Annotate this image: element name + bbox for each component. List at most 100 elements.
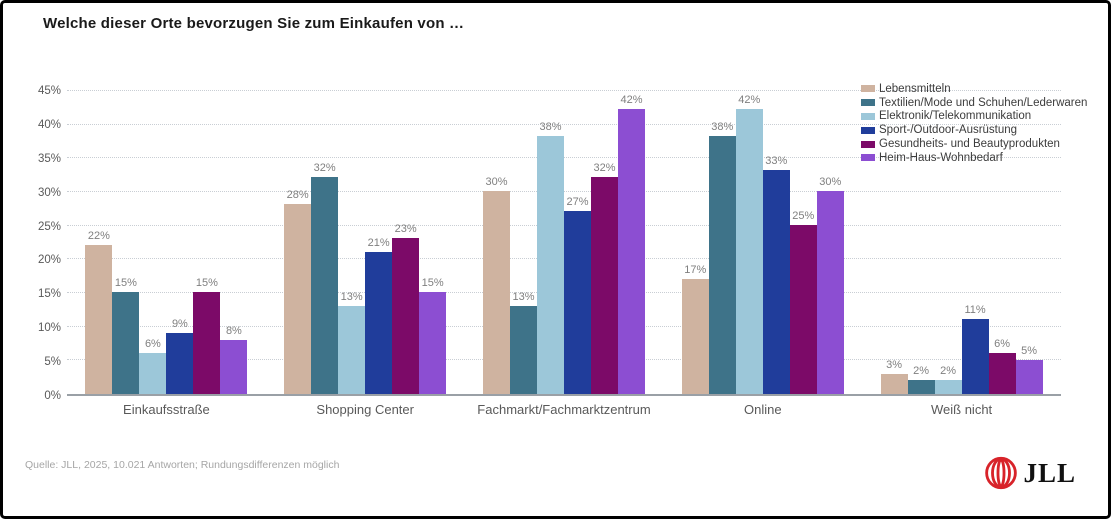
bar [961, 319, 989, 394]
bar-value-label: 32% [313, 162, 336, 175]
bar [816, 190, 844, 394]
y-tick-label: 10% [37, 322, 61, 335]
bar-value-label: 38% [711, 121, 734, 134]
bar-slot: 28% [284, 189, 312, 394]
bar [482, 190, 510, 394]
x-category-label: Online [744, 402, 782, 417]
bar-slot: 32% [311, 162, 339, 394]
bar [563, 211, 591, 394]
bar-value-label: 30% [485, 175, 508, 188]
x-category-label: Shopping Center [316, 402, 414, 417]
bar-value-label: 9% [171, 318, 188, 330]
bar-group: 22% 15% 6% 9% 15% 8% [67, 91, 266, 394]
y-tick-label: 40% [37, 118, 61, 131]
legend-label: Textilien/Mode und Schuhen/Lederwaren [879, 96, 1088, 109]
bar-value-label: 38% [539, 121, 562, 134]
bar [112, 292, 140, 394]
bar [789, 224, 817, 394]
y-tick-label: 5% [44, 356, 61, 369]
bar-slot: 17% [681, 264, 709, 394]
bar-slot: 2% [934, 365, 962, 394]
y-tick-label: 25% [37, 220, 61, 233]
bar-value-label: 42% [738, 94, 761, 107]
bar-group: 17% 38% 42% 33% 25% 30% [663, 91, 862, 394]
legend-swatch-icon [861, 112, 875, 120]
bar-group: 3% 2% 2% 11% 6% 5% [862, 91, 1061, 394]
jll-globe-mark-icon [985, 456, 1018, 490]
bar [419, 292, 447, 394]
legend-label: Sport-/Outdoor-Ausrüstung [879, 124, 1018, 137]
y-tick-label: 45% [37, 85, 61, 97]
bar-value-label: 33% [765, 155, 788, 168]
bar [284, 204, 312, 394]
bar-slot: 6% [988, 338, 1016, 394]
bar-value-label: 25% [792, 209, 815, 222]
bar [85, 244, 113, 394]
bar [536, 136, 564, 394]
legend-label: Lebensmitteln [879, 82, 951, 95]
bar-slot: 42% [735, 94, 763, 394]
bar-value-label: 3% [886, 358, 903, 371]
bar-value-label: 11% [964, 304, 986, 317]
bar [708, 136, 736, 394]
bar-slot: 30% [482, 176, 510, 394]
y-tick-label: 35% [37, 152, 61, 165]
bar-value-label: 6% [144, 338, 161, 351]
bar-value-label: 2% [940, 365, 957, 378]
legend-swatch-icon [861, 85, 875, 93]
bar-slot: 42% [617, 94, 645, 394]
bar-slot: 38% [708, 121, 736, 394]
bar [934, 380, 962, 394]
legend-label: Elektronik/Telekommunikation [879, 110, 1032, 123]
y-tick-label: 15% [37, 288, 61, 301]
y-tick-label: 20% [37, 254, 61, 267]
bar [988, 353, 1016, 394]
bar-slot: 13% [338, 291, 366, 394]
bar-groups: 22% 15% 6% 9% 15% 8% 28% 32% 13% 21% 23% 15% 30% 13% 3… [67, 91, 1061, 394]
bar-value-label: 15% [421, 277, 444, 290]
bar-value-label: 5% [1021, 345, 1038, 358]
bar-value-label: 21% [367, 236, 390, 249]
bar-slot: 23% [392, 223, 420, 394]
chart-title: Welche dieser Orte bevorzugen Sie zum Ei… [43, 15, 465, 32]
bar-slot: 13% [509, 291, 537, 394]
bar-slot: 15% [193, 277, 221, 394]
bar [338, 305, 366, 394]
x-category-label: Einkaufsstraße [123, 402, 210, 417]
bar-slot: 6% [139, 338, 167, 394]
bar-slot: 25% [789, 210, 817, 394]
legend: Lebensmitteln Textilien/Mode und Schuhen/… [861, 82, 1087, 165]
bar-value-label: 28% [286, 189, 309, 202]
x-category-label: Fachmarkt/Fachmarktzentrum [477, 402, 651, 417]
bar-slot: 11% [961, 304, 989, 394]
bar [220, 339, 248, 394]
bar [509, 305, 537, 394]
bar [139, 353, 167, 394]
gridline [67, 157, 1061, 159]
gridline [67, 191, 1061, 192]
y-tick-label: 30% [37, 186, 61, 199]
bar [365, 251, 393, 394]
bar-value-label: 6% [994, 338, 1011, 351]
bar-slot: 5% [1015, 345, 1043, 394]
legend-label: Gesundheits- und Beautyprodukten [879, 138, 1060, 151]
bar [193, 292, 221, 394]
legend-item: Sport-/Outdoor-Ausrüstung [861, 123, 1087, 137]
legend-item: Lebensmitteln [861, 82, 1087, 96]
bar-slot: 32% [590, 162, 618, 394]
bar [681, 278, 709, 394]
bar [617, 109, 645, 394]
legend-item: Elektronik/Telekommunikation [861, 110, 1087, 124]
legend-swatch-icon [861, 140, 875, 148]
bar-value-label: 22% [87, 229, 110, 242]
bar-slot: 3% [880, 359, 908, 394]
bar [735, 109, 763, 394]
bar-slot: 27% [563, 196, 591, 394]
bar-slot: 8% [220, 325, 248, 394]
bar-slot: 15% [419, 277, 447, 394]
bar-group: 30% 13% 38% 27% 32% 42% [465, 91, 664, 394]
plot-area: 22% 15% 6% 9% 15% 8% 28% 32% 13% 21% 23% 15% 30% 13% 3… [67, 90, 1061, 396]
bar-slot: 30% [816, 176, 844, 394]
jll-logo: JLL [984, 456, 1076, 490]
bar [1015, 360, 1043, 394]
